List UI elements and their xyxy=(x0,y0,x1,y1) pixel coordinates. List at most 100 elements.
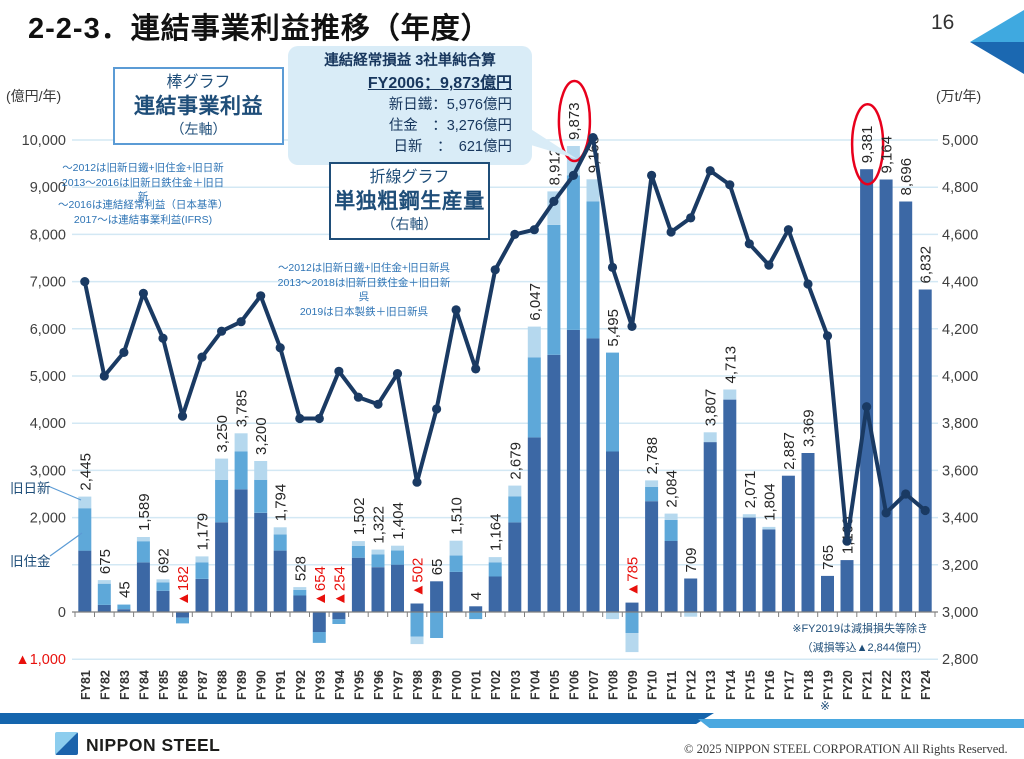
bar-FY10-sky xyxy=(645,487,659,502)
line-dot-FY98 xyxy=(412,477,422,487)
bar-FY86-dark-neg xyxy=(176,612,189,618)
x-label-FY20: FY20 xyxy=(841,670,855,700)
right-tick-5000: 5,000 xyxy=(942,133,978,149)
bar-FY94-sky-neg xyxy=(332,619,346,624)
bar-FY89-pale xyxy=(234,433,248,452)
fy2019-note-line1: ※FY2019は減損損失等除き xyxy=(792,623,928,635)
fy2006-callout: 連結経常損益 3社単純合算 FY2006：9,873億円 新日鐵：5,976億円… xyxy=(288,46,532,165)
x-label-FY98: FY98 xyxy=(411,670,425,700)
right-tick-4600: 4,600 xyxy=(942,227,978,243)
bar-FY10-dark xyxy=(645,501,659,612)
bar-FY01-sky-neg xyxy=(469,612,483,620)
right-tick-4000: 4,000 xyxy=(942,369,978,385)
bar-label-FY21: 9,381 xyxy=(859,126,876,164)
bar-FY03-pale xyxy=(508,485,522,497)
bar-FY88-dark xyxy=(215,522,229,612)
footer-band-light xyxy=(698,719,1024,728)
line-dot-FY24 xyxy=(920,505,930,516)
bar-FY03-dark xyxy=(508,522,522,612)
x-label-FY85: FY85 xyxy=(157,670,171,700)
line-dot-FY03 xyxy=(510,229,520,239)
segment-label-nisshin: 旧日新 xyxy=(10,481,51,496)
bar-FY99-dark xyxy=(430,581,444,612)
left-tick-4000: 4,000 xyxy=(30,416,66,432)
bar-FY84-pale xyxy=(136,537,150,542)
line-dot-FY08 xyxy=(607,262,618,272)
line-dot-FY17 xyxy=(783,225,794,235)
bar-FY97-dark xyxy=(391,564,404,612)
x-label-FY99: FY99 xyxy=(431,670,445,700)
bar-FY15-pale xyxy=(742,514,756,518)
bar-FY10-pale xyxy=(645,480,659,487)
left-tick--1000: ▲1,000 xyxy=(15,652,66,668)
bar-FY85-dark xyxy=(156,590,170,612)
legend-line-type: 折線グラフ xyxy=(369,169,450,186)
corner-arrow-top xyxy=(970,10,1024,42)
nippon-steel-logo-text: NIPPON STEEL xyxy=(86,735,221,755)
line-dot-FY05 xyxy=(549,196,559,206)
x-label-FY00: FY00 xyxy=(450,670,464,700)
fy2019-note-line2: （減損等込▲2,844億円） xyxy=(801,642,928,654)
fy2019-impairment-note: ※FY2019は減損損失等除き （減損等込▲2,844億円） xyxy=(766,620,928,658)
bar-label-FY17: 2,887 xyxy=(781,432,798,470)
x-label-FY90: FY90 xyxy=(255,670,269,700)
bar-FY92-sky xyxy=(293,589,307,596)
bar-FY88-pale xyxy=(215,458,229,480)
line-dot-FY15 xyxy=(744,239,754,249)
line-dot-FY18 xyxy=(803,279,813,289)
x-label-FY82: FY82 xyxy=(98,670,112,700)
legend-bar-box: 棒グラフ 連結事業利益 （左軸） xyxy=(113,67,284,145)
bar-FY93-dark-neg xyxy=(312,612,326,632)
right-tick-3400: 3,400 xyxy=(942,511,978,527)
x-label-FY01: FY01 xyxy=(470,670,484,700)
bar-FY03-sky xyxy=(508,496,522,523)
x-label-FY95: FY95 xyxy=(352,670,366,700)
bar-label-FY22: 9,164 xyxy=(879,136,896,174)
line-dot-FY81 xyxy=(80,277,90,287)
left-tick-7000: 7,000 xyxy=(30,275,66,291)
line-dot-FY01 xyxy=(471,364,481,374)
right-axis-unit: (万t/年) xyxy=(936,88,982,104)
bar-label-FY13: 3,807 xyxy=(703,389,720,427)
line-dot-FY99 xyxy=(432,404,442,414)
bar-FY95-pale xyxy=(351,541,365,546)
x-label-FY23: FY23 xyxy=(900,670,914,700)
bar-FY96-pale xyxy=(371,549,385,555)
nippon-steel-logo-icon xyxy=(55,732,78,755)
bar-label-FY15: 2,071 xyxy=(742,471,759,509)
bar-FY87-dark xyxy=(195,579,209,612)
x-label-FY10: FY10 xyxy=(646,670,660,700)
x-label-FY81: FY81 xyxy=(79,670,93,700)
x-label-FY09: FY09 xyxy=(626,670,640,700)
bar-FY07-sky xyxy=(586,201,600,339)
bar-label-FY93: ▲654 xyxy=(312,566,329,606)
bar-label-FY99: 65 xyxy=(429,559,446,576)
bar-FY84-sky xyxy=(136,541,150,563)
line-dot-FY00 xyxy=(451,305,461,315)
bar-FY22-dark xyxy=(879,179,893,612)
x-label-FY87: FY87 xyxy=(196,670,210,700)
bar-FY20-dark xyxy=(840,560,854,612)
sumikin-connector xyxy=(49,532,83,557)
bar-label-FY23: 8,696 xyxy=(898,158,915,196)
line-dot-FY96 xyxy=(373,399,383,409)
bar-composition-note: ～2012は旧新日鐵+旧住金+旧日新 2013～2016は旧新日鉄住金＋旧日新 xyxy=(58,161,228,205)
bar-FY11-pale xyxy=(664,513,678,520)
line-dot-FY90 xyxy=(256,291,266,301)
legend-line-name: 単独粗鋼生産量 xyxy=(334,190,485,213)
bar-label-FY14: 4,713 xyxy=(722,346,739,384)
bar-FY08-sky xyxy=(606,352,619,452)
x-label-FY21: FY21 xyxy=(861,670,875,700)
bar-label-FY84: 1,589 xyxy=(136,493,153,531)
line-composition-note: ～2012は旧新日鐵+旧住金+旧日新呉 2013～2018は旧新日鉄住金＋旧日新… xyxy=(276,261,452,319)
line-dot-FY94 xyxy=(334,366,344,376)
line-dot-FY22 xyxy=(881,508,891,518)
legend-bar-axis: （左軸） xyxy=(170,121,227,137)
line-dot-FY93 xyxy=(314,413,324,424)
line-dot-FY84 xyxy=(138,288,148,298)
bar-FY04-sky xyxy=(527,357,541,438)
bar-note-line1: ～2012は旧新日鐵+旧住金+旧日新 xyxy=(62,162,224,174)
bar-FY86-sky-neg xyxy=(176,617,189,624)
line-dot-FY14 xyxy=(725,180,735,190)
